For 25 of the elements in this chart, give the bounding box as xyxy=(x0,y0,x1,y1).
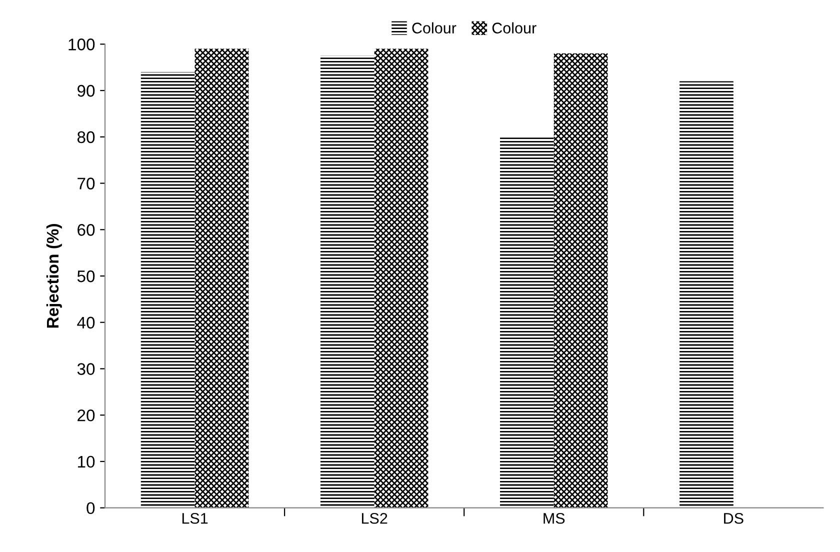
x-tick-label: MS xyxy=(544,512,565,524)
y-tick-label: 60 xyxy=(78,224,95,236)
bar xyxy=(554,53,608,508)
y-tick-label: 10 xyxy=(78,456,95,468)
bar xyxy=(320,56,374,508)
y-tick-label: 30 xyxy=(77,363,95,375)
x-tick-label: DS xyxy=(724,512,744,524)
bar xyxy=(500,136,554,508)
legend-label: Colour xyxy=(412,22,456,34)
bar xyxy=(680,81,734,508)
y-tick-label: 40 xyxy=(77,316,95,329)
y-tick-label: 0 xyxy=(86,502,95,514)
x-tick-label: LS1 xyxy=(182,512,208,524)
y-tick-label: 80 xyxy=(77,131,95,144)
y-tick-label: 20 xyxy=(78,410,95,422)
y-tick-label: 90 xyxy=(78,84,95,97)
y-tick-label: 100 xyxy=(68,38,95,50)
x-tick-label: LS2 xyxy=(362,512,388,524)
y-tick-label: 70 xyxy=(78,178,95,190)
bar xyxy=(374,48,428,508)
bar xyxy=(194,48,249,508)
bar xyxy=(140,72,195,508)
legend-label: Colour xyxy=(492,22,536,34)
y-tick-label: 50 xyxy=(77,270,95,282)
y-axis-title: Rejection (%) xyxy=(46,224,62,328)
